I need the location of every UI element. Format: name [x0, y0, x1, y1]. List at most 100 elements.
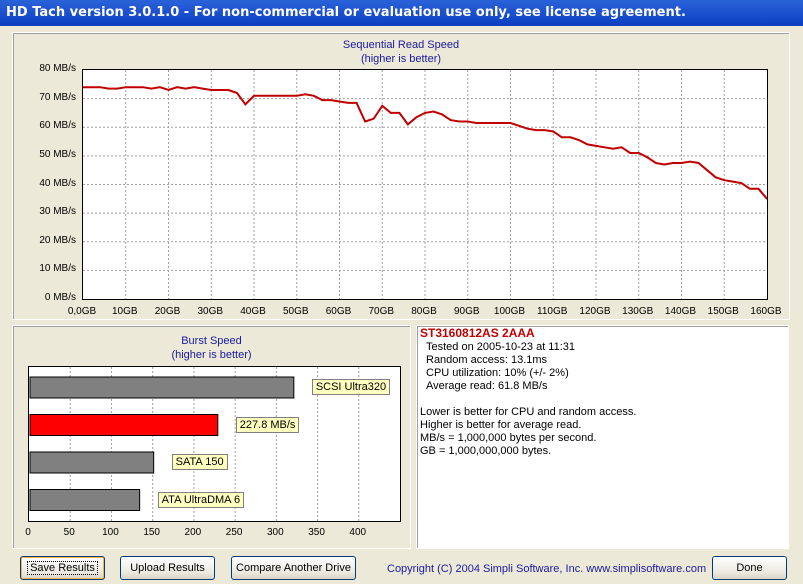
- seq-data-point: [740, 182, 742, 184]
- seq-chart-title: Sequential Read Speed: [342, 39, 460, 51]
- seq-data-point: [347, 102, 349, 104]
- seq-data-point: [680, 162, 683, 164]
- seq-y-tick: 80 MB/s: [39, 63, 76, 74]
- compare-drive-label: Compare Another Drive: [236, 562, 351, 574]
- seq-data-point: [313, 95, 315, 97]
- seq-y-tick: 10 MB/s: [39, 263, 76, 275]
- burst-chart-svg: [29, 367, 360, 521]
- burst-bar-label: SCSI Ultra320: [311, 379, 391, 395]
- seq-x-tick: 20GB: [154, 306, 181, 317]
- seq-data-point: [595, 145, 597, 147]
- copyright-link[interactable]: Copyright (C) 2004 Simpli Software, Inc.…: [387, 563, 707, 575]
- seq-x-tick: 70GB: [368, 306, 395, 317]
- seq-x-tick: 50GB: [282, 306, 309, 317]
- cpu-utilization: CPU utilization: 10% (+/- 2%): [426, 367, 569, 379]
- seq-data-point: [261, 95, 264, 97]
- average-read: Average read: 61.8 MB/s: [426, 380, 548, 392]
- note-gb: GB = 1,000,000,000 bytes.: [420, 445, 552, 457]
- note-average: Higher is better for average read.: [420, 419, 582, 431]
- burst-x-tick: 50: [63, 527, 75, 538]
- seq-data-point: [655, 162, 657, 164]
- seq-data-point: [304, 93, 306, 95]
- burst-x-tick: 150: [143, 527, 160, 538]
- note-mbs: MB/s = 1,000,000 bytes per second.: [420, 432, 597, 444]
- seq-data-point: [715, 176, 717, 178]
- seq-data-point: [279, 95, 281, 97]
- seq-data-point: [663, 163, 666, 166]
- seq-data-point: [150, 88, 152, 90]
- seq-data-point: [321, 99, 323, 101]
- compare-drive-button[interactable]: Compare Another Drive: [231, 556, 356, 580]
- upload-results-label: Upload Results: [130, 562, 205, 574]
- seq-x-tick: 40GB: [240, 306, 266, 317]
- seq-x-tick: 0,0GB: [67, 306, 97, 317]
- seq-data-point: [364, 120, 366, 123]
- seq-x-tick: 130GB: [622, 306, 654, 317]
- burst-x-tick: 200: [184, 527, 202, 538]
- seq-chart-svg: [83, 70, 767, 299]
- done-button[interactable]: Done: [712, 556, 787, 580]
- seq-data-point: [509, 122, 512, 124]
- seq-data-point: [527, 128, 529, 130]
- seq-data-point: [732, 181, 734, 183]
- seq-data-point: [501, 122, 503, 124]
- seq-data-point: [330, 99, 332, 101]
- seq-data-point: [561, 136, 563, 138]
- seq-data-point: [621, 146, 623, 148]
- seq-data-point: [475, 122, 477, 124]
- seq-data-point: [381, 105, 383, 107]
- seq-data-point: [356, 102, 358, 104]
- burst-bar-label: SATA 150: [171, 454, 228, 470]
- seq-x-tick: 80GB: [411, 306, 437, 317]
- seq-data-point: [638, 152, 640, 154]
- seq-data-point: [398, 112, 400, 114]
- seq-data-point: [253, 95, 255, 97]
- seq-data-point: [441, 113, 443, 115]
- seq-x-tick: 110GB: [537, 306, 568, 317]
- seq-data-point: [518, 125, 520, 127]
- seq-y-tick: 40 MB/s: [39, 177, 76, 189]
- upload-results-button[interactable]: Upload Results: [120, 556, 215, 580]
- seq-data-point: [99, 86, 101, 88]
- seq-x-tick: 150GB: [707, 306, 739, 317]
- drive-model: ST3160812AS 2AAA: [420, 326, 535, 340]
- seq-data-point: [698, 162, 700, 164]
- seq-data-point: [83, 86, 84, 88]
- seq-data-point: [125, 86, 127, 88]
- seq-x-tick: 10GB: [111, 306, 138, 317]
- seq-data-point: [227, 89, 229, 91]
- title-bar: HD Tach version 3.0.1.0 - For non-commer…: [0, 0, 803, 26]
- seq-data-point: [723, 179, 725, 181]
- seq-y-tick: 70 MB/s: [39, 91, 76, 103]
- seq-y-tick: 60 MB/s: [39, 120, 76, 132]
- seq-data-point: [450, 119, 452, 121]
- seq-data-point: [287, 95, 289, 97]
- seq-data-point: [236, 92, 238, 94]
- seq-data-point: [185, 88, 187, 90]
- seq-chart-subtitle: (higher is better): [360, 53, 442, 65]
- seq-data-point: [578, 139, 580, 141]
- burst-bar-label: ATA UltraDMA 6: [157, 491, 245, 508]
- seq-x-tick: 100GB: [493, 306, 526, 317]
- seq-y-tick: 30 MB/s: [39, 206, 76, 218]
- burst-bar-label: 227.8 MB/s: [235, 416, 300, 433]
- seq-x-tick: 60GB: [325, 306, 352, 317]
- burst-bar: [29, 451, 155, 474]
- seq-data-point: [646, 156, 648, 158]
- seq-data-point: [629, 152, 631, 154]
- seq-x-tick: 160GB: [750, 306, 782, 317]
- seq-data-point: [749, 188, 751, 190]
- seq-data-point: [467, 120, 469, 123]
- burst-x-tick: 300: [266, 527, 284, 538]
- burst-chart-subtitle: (higher is better): [171, 349, 252, 361]
- burst-x-tick: 350: [308, 527, 325, 538]
- seq-data-point: [458, 120, 460, 123]
- seq-data-point: [492, 122, 494, 124]
- seq-data-point: [219, 89, 221, 91]
- seq-data-point: [133, 86, 135, 88]
- seq-plot-area: [82, 69, 768, 300]
- seq-y-tick: 50 MB/s: [39, 148, 76, 160]
- save-results-button[interactable]: Save Results: [20, 556, 105, 580]
- window-title: HD Tach version 3.0.1.0 - For non-commer…: [6, 5, 686, 20]
- seq-data-point: [108, 88, 110, 90]
